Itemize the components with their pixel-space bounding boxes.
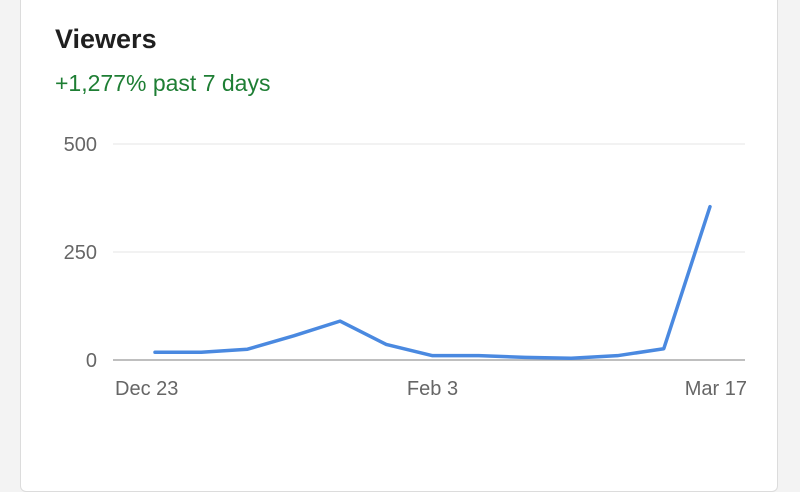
viewers-series-line — [153, 204, 712, 361]
x-tick-label: Mar 17 — [685, 378, 747, 400]
y-tick-label: 500 — [64, 134, 97, 156]
viewers-card — [20, 0, 778, 492]
x-tick-label: Dec 23 — [115, 378, 178, 400]
y-tick-label: 250 — [64, 242, 97, 264]
x-tick-label: Feb 3 — [407, 378, 458, 400]
card-subtitle: +1,277% past 7 days — [55, 70, 271, 96]
card-title: Viewers — [55, 24, 157, 54]
viewers-chart: 0 250 500 Dec 23 Feb 3 Mar 17 — [64, 134, 747, 400]
y-tick-label: 0 — [86, 350, 97, 372]
